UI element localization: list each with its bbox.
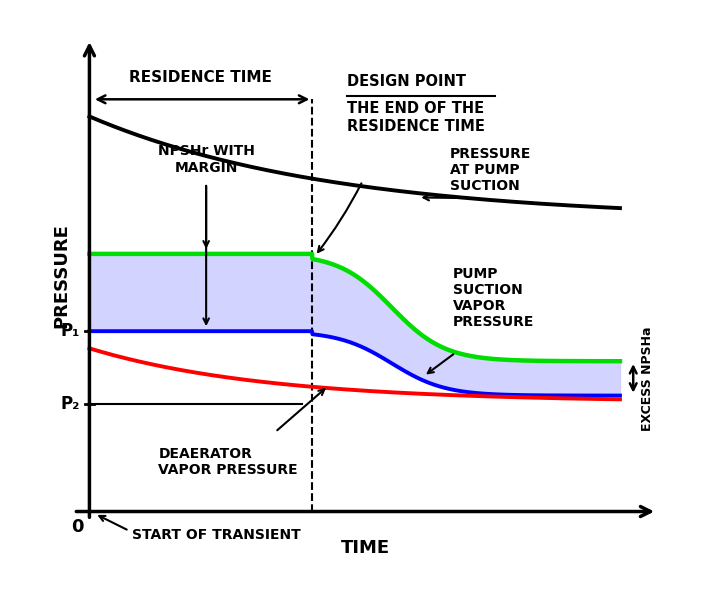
- Text: EXCESS NPSHa: EXCESS NPSHa: [642, 326, 654, 431]
- Text: THE END OF THE
RESIDENCE TIME: THE END OF THE RESIDENCE TIME: [347, 102, 485, 134]
- Text: NPSHr WITH
MARGIN: NPSHr WITH MARGIN: [158, 144, 255, 174]
- Text: START OF TRANSIENT: START OF TRANSIENT: [132, 528, 301, 542]
- Text: 0: 0: [71, 518, 84, 536]
- Text: PRESSURE: PRESSURE: [53, 223, 71, 328]
- Text: RESIDENCE TIME: RESIDENCE TIME: [130, 70, 272, 85]
- Text: P₂: P₂: [60, 395, 80, 413]
- Text: P₁: P₁: [60, 322, 80, 340]
- Text: PUMP
SUCTION
VAPOR
PRESSURE: PUMP SUCTION VAPOR PRESSURE: [453, 267, 534, 329]
- Text: PRESSURE
AT PUMP
SUCTION: PRESSURE AT PUMP SUCTION: [450, 146, 531, 193]
- Text: DEAERATOR
VAPOR PRESSURE: DEAERATOR VAPOR PRESSURE: [158, 447, 298, 477]
- Text: TIME: TIME: [341, 539, 390, 557]
- Text: DESIGN POINT: DESIGN POINT: [347, 73, 466, 89]
